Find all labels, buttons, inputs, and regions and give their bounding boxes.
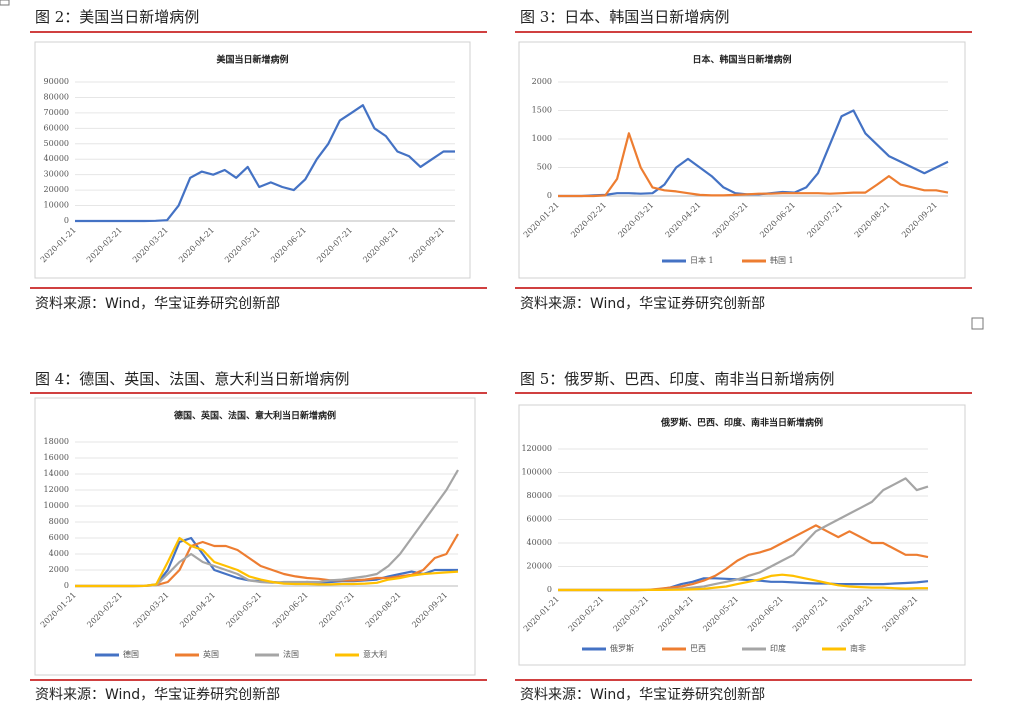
- legend-label: 巴西: [690, 644, 706, 653]
- y-tick-label: 50000: [44, 139, 69, 148]
- figure-caption: 图 3：日本、韩国当日新增病例: [520, 8, 729, 26]
- y-tick-label: 0: [547, 191, 552, 200]
- y-tick-label: 10000: [44, 501, 69, 510]
- y-tick-label: 10000: [44, 201, 69, 210]
- figure-source: 资料来源：Wind，华宝证券研究创新部: [520, 687, 765, 703]
- y-tick-label: 30000: [44, 170, 69, 179]
- legend-label: 法国: [283, 649, 299, 659]
- y-tick-label: 40000: [44, 154, 69, 163]
- y-tick-label: 1000: [532, 134, 552, 143]
- y-tick-label: 20000: [527, 562, 552, 571]
- legend-label: 德国: [123, 649, 139, 659]
- y-tick-label: 20000: [44, 185, 69, 194]
- figure-source: 资料来源：Wind，华宝证券研究创新部: [35, 296, 280, 312]
- chart-frame: [518, 404, 966, 666]
- y-tick-label: 8000: [49, 517, 69, 526]
- y-tick-label: 90000: [44, 77, 69, 86]
- series-line: [558, 573, 928, 592]
- y-tick-label: 2000: [49, 565, 69, 574]
- y-tick-label: 18000: [44, 437, 69, 446]
- legend-label: 印度: [770, 643, 786, 653]
- series-line: [558, 132, 949, 198]
- y-tick-label: 14000: [44, 469, 69, 478]
- figure-caption: 图 5：俄罗斯、巴西、印度、南非当日新增病例: [520, 370, 834, 388]
- y-tick-label: 2000: [532, 77, 552, 86]
- chart-frame: [34, 397, 476, 676]
- legend-label: 南非: [850, 643, 866, 653]
- y-tick-label: 0: [64, 581, 69, 590]
- y-tick-label: 0: [547, 585, 552, 594]
- y-tick-label: 12000: [44, 485, 69, 494]
- legend-label: 俄罗斯: [610, 643, 634, 653]
- y-tick-label: 16000: [44, 453, 69, 462]
- y-tick-label: 0: [64, 216, 69, 225]
- chart-title: 日本、韩国当日新增病例: [692, 54, 791, 66]
- y-tick-label: 40000: [527, 538, 552, 547]
- anchor-icon: [0, 0, 10, 6]
- y-tick-label: 70000: [44, 108, 69, 117]
- y-tick-label: 100000: [521, 468, 552, 477]
- y-tick-label: 80000: [527, 491, 552, 500]
- legend-label: 英国: [203, 649, 219, 659]
- chart-frame: [34, 41, 471, 279]
- legend-label: 韩国 1: [770, 255, 794, 265]
- y-tick-label: 500: [537, 163, 552, 172]
- y-tick-label: 120000: [521, 444, 552, 453]
- chart-title: 美国当日新增病例: [216, 54, 288, 66]
- series-line: [75, 104, 455, 223]
- figure-source: 资料来源：Wind，华宝证券研究创新部: [35, 687, 280, 703]
- chart-title: 俄罗斯、巴西、印度、南非当日新增病例: [660, 417, 823, 429]
- figure-caption: 图 2：美国当日新增病例: [35, 8, 199, 26]
- y-tick-label: 60000: [44, 123, 69, 132]
- legend-label: 日本 1: [690, 255, 714, 265]
- y-tick-label: 80000: [44, 92, 69, 101]
- y-tick-label: 1500: [532, 106, 552, 115]
- legend-label: 意大利: [363, 649, 387, 659]
- anchor-icon: [971, 317, 984, 330]
- chart-title: 德国、英国、法国、意大利当日新增病例: [174, 410, 336, 422]
- series-line: [75, 536, 459, 588]
- figure-source: 资料来源：Wind，华宝证券研究创新部: [520, 296, 765, 312]
- figure-caption: 图 4：德国、英国、法国、意大利当日新增病例: [35, 370, 349, 388]
- chart-frame: [518, 41, 966, 279]
- y-tick-label: 60000: [527, 515, 552, 524]
- y-tick-label: 4000: [49, 549, 69, 558]
- y-tick-label: 6000: [49, 533, 69, 542]
